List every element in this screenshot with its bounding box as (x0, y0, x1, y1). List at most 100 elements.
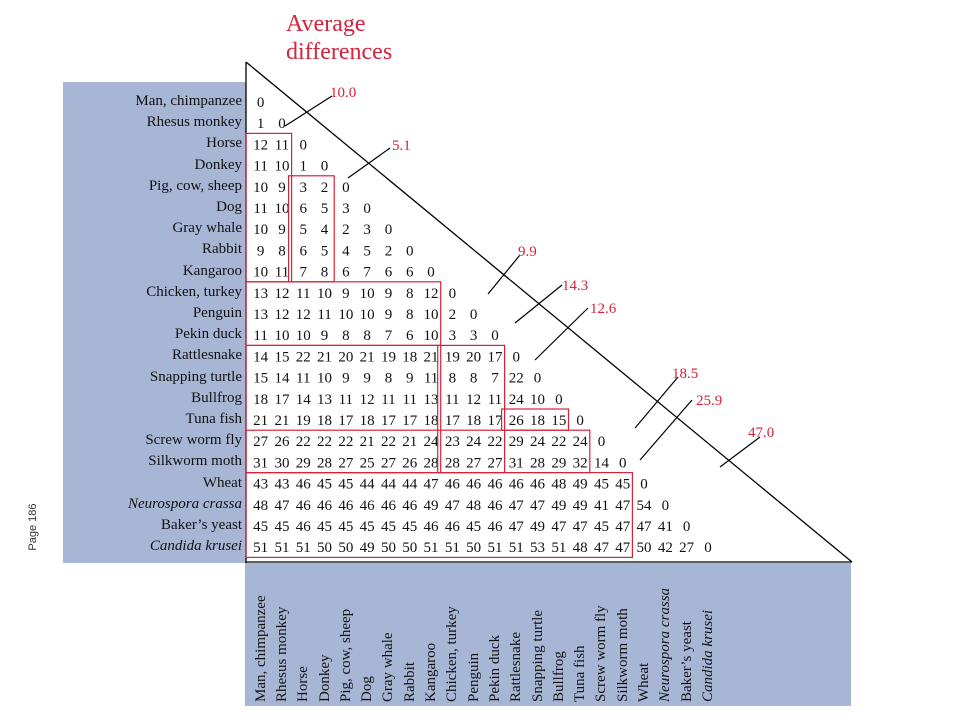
matrix-cell: 49 (424, 498, 439, 514)
annotation-value: 10.0 (330, 85, 356, 101)
matrix-cell: 19 (296, 413, 311, 429)
row-label: Screw worm fly (145, 432, 242, 449)
matrix-cell: 49 (573, 477, 588, 493)
matrix-cell: 13 (424, 392, 439, 408)
matrix-cell: 0 (683, 519, 691, 535)
matrix-cell: 11 (317, 307, 331, 323)
matrix-cell: 22 (317, 434, 332, 450)
matrix-cell: 8 (321, 265, 329, 281)
matrix-cell: 0 (619, 455, 627, 471)
matrix-cell: 5 (300, 222, 308, 238)
matrix-cell: 31 (253, 455, 268, 471)
matrix-cell: 6 (300, 243, 308, 259)
matrix-cell: 11 (296, 286, 310, 302)
matrix-cell: 45 (615, 477, 630, 493)
annotation-value: 18.5 (672, 366, 698, 382)
row-label: Kangaroo (182, 262, 242, 279)
matrix-cell: 45 (317, 477, 332, 493)
matrix-cell: 8 (406, 286, 414, 302)
matrix-cell: 7 (385, 328, 393, 344)
matrix-cell: 18 (466, 413, 481, 429)
matrix-cell: 8 (449, 371, 457, 387)
matrix-cell: 9 (342, 371, 350, 387)
matrix-cell: 9 (385, 286, 393, 302)
matrix-cell: 26 (274, 434, 290, 450)
matrix-cell: 11 (424, 371, 438, 387)
matrix-cell: 18 (530, 413, 545, 429)
matrix-cell: 51 (551, 540, 566, 556)
matrix-cell: 51 (274, 540, 289, 556)
matrix-cell: 9 (278, 180, 286, 196)
matrix-cell: 47 (637, 519, 653, 535)
row-label: Tuna fish (185, 411, 242, 427)
matrix-cell: 19 (381, 349, 396, 365)
matrix-cell: 29 (509, 434, 524, 450)
matrix-cell: 43 (253, 477, 268, 493)
matrix-cell: 27 (679, 540, 695, 556)
matrix-cell: 47 (615, 498, 631, 514)
matrix-cell: 11 (403, 392, 417, 408)
matrix-cell: 27 (338, 455, 354, 471)
matrix-cell: 22 (338, 434, 353, 450)
row-label: Rabbit (202, 241, 242, 258)
matrix-cell: 10 (274, 328, 289, 344)
matrix-cell: 47 (530, 498, 546, 514)
matrix-cell: 41 (658, 519, 673, 535)
row-label: Snapping turtle (149, 368, 242, 385)
matrix-cell: 6 (385, 265, 393, 281)
matrix-cell: 24 (466, 434, 482, 450)
matrix-cell: 12 (360, 392, 375, 408)
matrix-cell: 14 (594, 455, 610, 471)
matrix-cell: 21 (402, 434, 417, 450)
matrix-cell: 22 (381, 434, 396, 450)
matrix-cell: 53 (530, 540, 545, 556)
matrix-cell: 46 (424, 519, 440, 535)
matrix-cell: 47 (594, 540, 610, 556)
matrix-cell: 13 (317, 392, 332, 408)
row-label: Wheat (202, 474, 242, 491)
matrix-cell: 17 (402, 413, 418, 429)
matrix-cell: 17 (338, 413, 354, 429)
matrix-cell: 45 (338, 519, 353, 535)
row-label: Pekin duck (174, 326, 242, 343)
matrix-cell: 3 (470, 328, 478, 344)
matrix-cell: 43 (274, 477, 289, 493)
matrix-cell: 45 (466, 519, 481, 535)
matrix-cell: 17 (487, 413, 503, 429)
matrix-cell: 10 (253, 180, 268, 196)
matrix-cell: 14 (296, 392, 312, 408)
matrix-cell: 45 (594, 519, 609, 535)
matrix-cell: 31 (509, 455, 524, 471)
matrix-cell: 47 (615, 540, 631, 556)
matrix-cell: 47 (615, 519, 631, 535)
matrix-cell: 48 (253, 498, 268, 514)
row-label: Baker’s yeast (161, 517, 242, 533)
matrix-cell: 22 (509, 371, 524, 387)
matrix-cell: 21 (360, 434, 375, 450)
matrix-cell: 8 (385, 371, 393, 387)
matrix-cell: 18 (253, 392, 268, 408)
matrix-cell: 28 (445, 455, 460, 471)
matrix-cell: 20 (338, 349, 353, 365)
matrix-cell: 7 (491, 371, 499, 387)
matrix-cell: 17 (381, 413, 397, 429)
matrix-cell: 51 (487, 540, 502, 556)
matrix-cell: 10 (338, 307, 353, 323)
matrix-cell: 21 (317, 349, 332, 365)
matrix-cell: 10 (317, 286, 332, 302)
matrix-cell: 2 (449, 307, 457, 323)
matrix-cell: 10 (253, 222, 268, 238)
matrix-cell: 0 (385, 222, 393, 238)
row-label: Donkey (194, 156, 243, 173)
matrix-cell: 0 (662, 498, 670, 514)
matrix-cell: 15 (551, 413, 566, 429)
matrix-cell: 11 (445, 392, 459, 408)
matrix-cell: 13 (253, 307, 268, 323)
row-labels-panel: Man, chimpanzee Rhesus monkey Horse Donkey P… (63, 82, 246, 563)
matrix-cell: 51 (424, 540, 439, 556)
matrix-cell: 2 (385, 243, 393, 259)
matrix-cell: 46 (445, 477, 461, 493)
annotation-leader (514, 284, 563, 324)
matrix-cell: 50 (402, 540, 417, 556)
annotation-value: 47.0 (748, 425, 774, 441)
